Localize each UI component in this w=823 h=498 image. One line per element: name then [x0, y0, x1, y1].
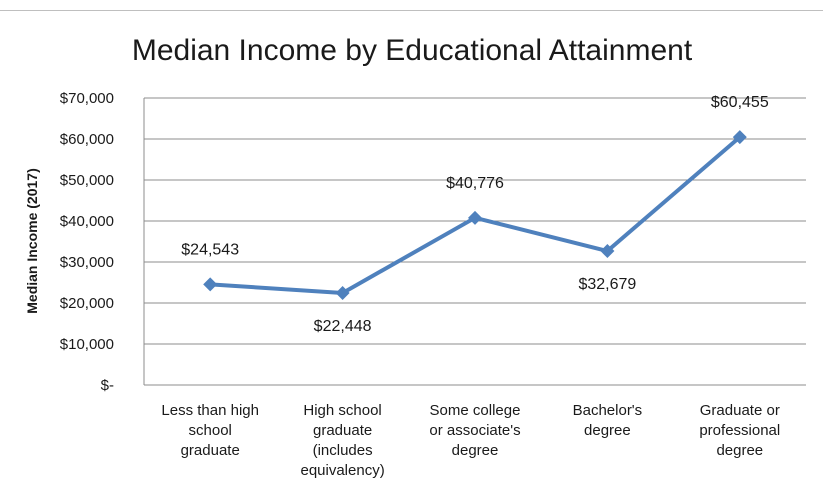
data-point-marker	[732, 130, 747, 145]
data-point-marker	[335, 285, 350, 300]
y-tick-label: $50,000	[60, 172, 114, 189]
data-point-marker	[468, 210, 482, 225]
x-category-label: Bachelor's degree	[573, 402, 643, 439]
data-label: $24,543	[181, 241, 239, 258]
x-category-label: High school graduate (includes equivalency)	[300, 402, 384, 479]
y-tick-label: $20,000	[60, 295, 114, 312]
series-median-income	[203, 130, 747, 300]
x-category-label: Graduate or professional degree	[699, 402, 780, 459]
y-tick-label: $30,000	[60, 254, 114, 271]
y-tick-label: $40,000	[60, 213, 114, 230]
y-tick-label: $60,000	[60, 131, 114, 148]
x-category-labels: Less than high school graduate High school g…	[161, 402, 780, 479]
data-label: $22,448	[314, 318, 372, 335]
y-tick-label: $-	[101, 377, 114, 394]
y-tick-label: $10,000	[60, 336, 114, 353]
data-label: $60,455	[711, 94, 769, 111]
data-label: $40,776	[446, 175, 504, 192]
y-axis-label: Median Income (2017)	[24, 168, 40, 314]
gridlines	[143, 97, 806, 386]
data-point-marker	[203, 277, 218, 292]
y-tick-labels: $- $10,000 $20,000 $30,000 $40,000 $50,000 $60…	[60, 90, 114, 394]
x-category-label: Some college or associate's degree	[429, 402, 520, 459]
data-labels: $24,543 $22,448 $40,776 $32,679 $60,455	[181, 94, 769, 335]
data-point-marker	[600, 244, 615, 259]
data-label: $32,679	[578, 276, 636, 293]
x-category-label: Less than high school graduate	[161, 402, 259, 459]
y-tick-label: $70,000	[60, 90, 114, 107]
top-divider	[0, 10, 823, 11]
chart-title: Median Income by Educational Attainment	[132, 34, 693, 67]
